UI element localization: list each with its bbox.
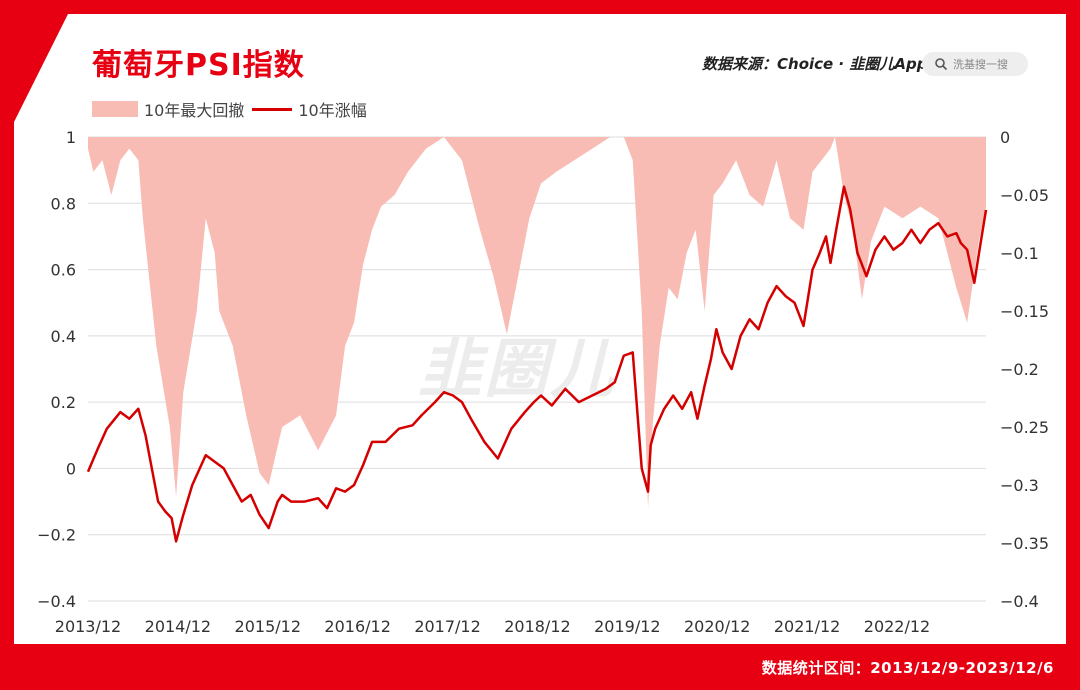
return-line-layer: [86, 185, 988, 543]
drawdown-area-layer: [88, 137, 986, 509]
y-left-tick-label: 1: [66, 128, 76, 147]
y-axis-right: 0 −0.05 −0.1 −0.15 −0.2 −0.25 −0.3 −0.35 −0.4: [1000, 128, 1049, 611]
y-left-tick-label: 0.2: [51, 393, 76, 412]
y-right-tick-label: −0.25: [1000, 418, 1049, 437]
legend-label-drawdown: 10年最大回撤: [144, 101, 245, 120]
x-tick-label: 2016/12: [324, 617, 390, 636]
y-right-tick-label: −0.05: [1000, 186, 1049, 205]
data-source: 数据来源：Choice · 韭圈儿App: [702, 55, 928, 73]
y-right-tick-label: 0: [1000, 128, 1010, 147]
x-tick-label: 2017/12: [414, 617, 480, 636]
chart-legend: 10年最大回撤 10年涨幅: [92, 97, 375, 121]
x-axis: 2013/12 2014/12 2015/12 2016/12 2017/12 2018/…: [55, 617, 930, 636]
legend-swatch-return: [252, 107, 293, 111]
x-tick-label: 2018/12: [504, 617, 570, 636]
y-right-tick-label: −0.1: [1000, 244, 1039, 263]
y-left-tick-label: 0.4: [51, 327, 76, 346]
x-tick-label: 2015/12: [235, 617, 301, 636]
x-tick-label: 2020/12: [684, 617, 750, 636]
legend-swatch-drawdown: [92, 101, 138, 117]
drawdown-area: [88, 137, 986, 509]
x-tick-label: 2014/12: [145, 617, 211, 636]
y-right-tick-label: −0.15: [1000, 302, 1049, 321]
y-right-tick-label: −0.35: [1000, 534, 1049, 553]
corner-decoration: [14, 14, 68, 122]
y-right-tick-label: −0.3: [1000, 476, 1039, 495]
page-title: 葡萄牙PSI指数: [92, 48, 305, 83]
y-right-tick-label: −0.2: [1000, 360, 1039, 379]
search-input[interactable]: 洗基搜一搜: [922, 52, 1028, 76]
legend-item-drawdown: 10年最大回撤: [92, 97, 244, 121]
y-left-tick-label: 0.6: [51, 261, 76, 280]
x-tick-label: 2022/12: [864, 617, 930, 636]
footer-date-range: 数据统计区间：2013/12/9-2023/12/6: [761, 659, 1054, 677]
y-left-tick-label: −0.4: [37, 592, 76, 611]
search-placeholder: 洗基搜一搜: [953, 58, 1008, 71]
y-left-tick-label: −0.2: [37, 526, 76, 545]
y-left-tick-label: 0: [66, 459, 76, 478]
x-tick-label: 2021/12: [774, 617, 840, 636]
y-axis-left: 1 0.8 0.6 0.4 0.2 0 −0.2 −0.4: [37, 128, 76, 611]
y-right-tick-label: −0.4: [1000, 592, 1039, 611]
x-tick-label: 2019/12: [594, 617, 660, 636]
legend-label-return: 10年涨幅: [298, 101, 367, 120]
return-line: [86, 185, 988, 543]
search-icon: [934, 57, 948, 71]
x-tick-label: 2013/12: [55, 617, 121, 636]
y-left-tick-label: 0.8: [51, 194, 76, 213]
legend-item-return: 10年涨幅: [252, 97, 367, 121]
